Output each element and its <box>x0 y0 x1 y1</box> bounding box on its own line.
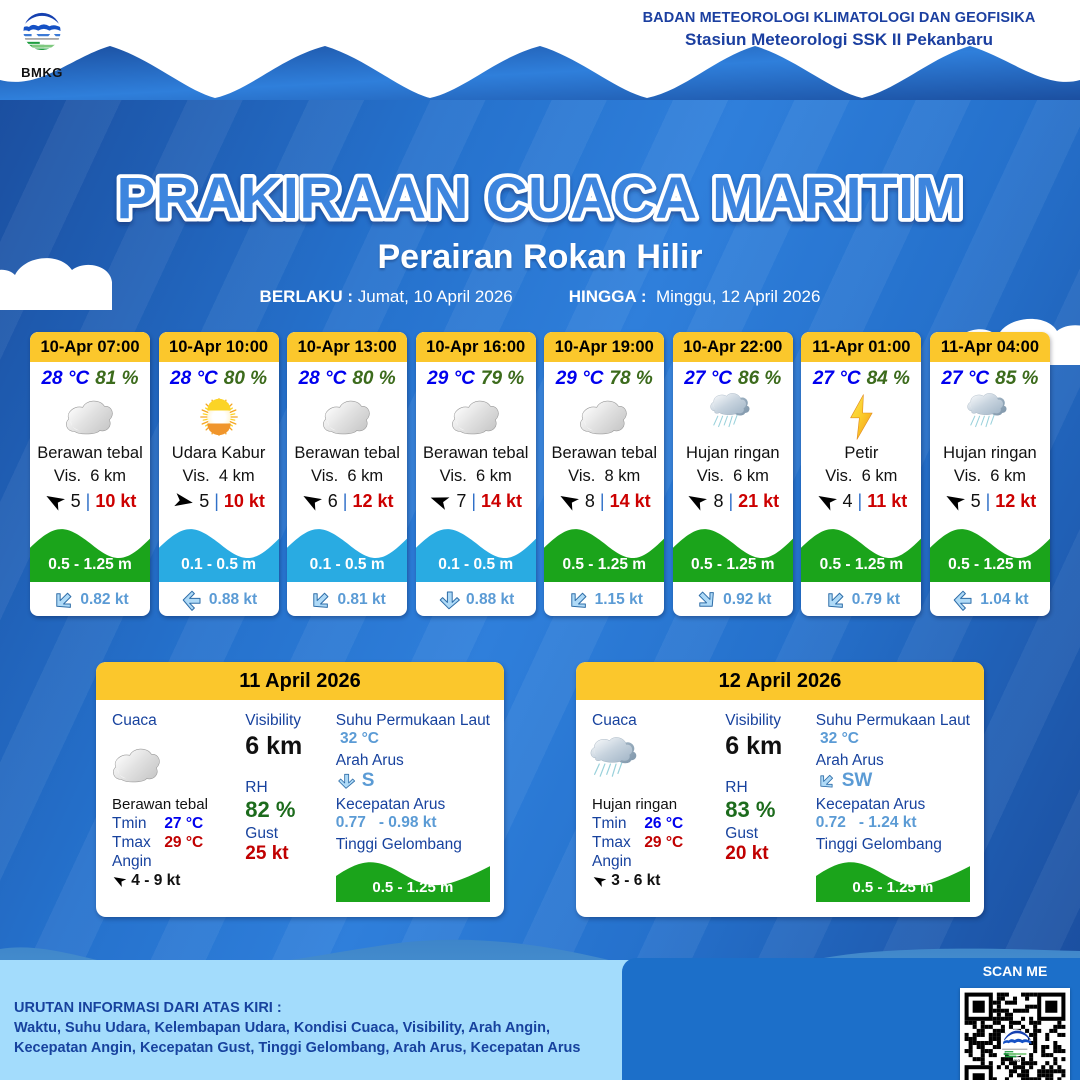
svg-text:PRAKIRAAN CUACA MARITIM: PRAKIRAAN CUACA MARITIM <box>116 166 963 231</box>
svg-text:BMKG: BMKG <box>1009 1059 1020 1063</box>
